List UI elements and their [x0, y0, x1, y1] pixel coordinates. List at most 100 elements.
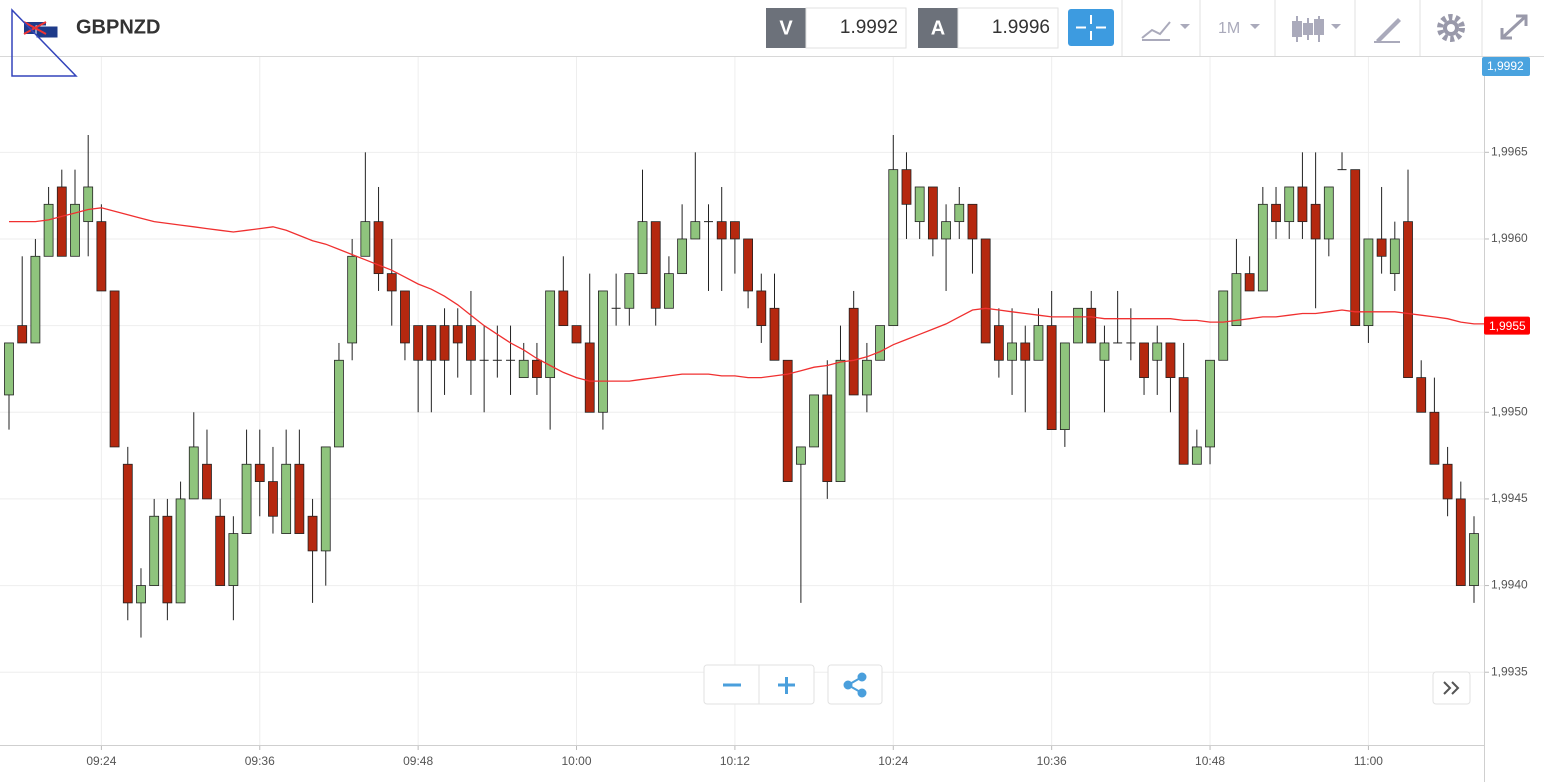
- candle-body: [1178, 377, 1189, 465]
- last-price-label: 1,9992: [1487, 59, 1524, 73]
- candle-body: [413, 325, 424, 361]
- drawing-triangle[interactable]: [11, 8, 78, 77]
- candle-body: [347, 255, 358, 344]
- candle-body: [1271, 203, 1281, 223]
- candle-body: [175, 498, 186, 604]
- candle-body: [650, 221, 661, 309]
- candle-body: [822, 394, 833, 482]
- x-tick-label: 09:48: [403, 754, 433, 768]
- bid-badge[interactable]: [766, 8, 806, 48]
- candle-body: [254, 463, 265, 482]
- candle-body: [677, 238, 688, 275]
- candle-body: [1442, 463, 1453, 500]
- timeframe[interactable]: 1M: [1218, 20, 1240, 37]
- candle-body: [1139, 342, 1149, 379]
- plot-area: 1,9935 1,9940 1,9945 1,9950 1,9955 1,9960 1,99…: [0, 57, 1530, 782]
- candle-body: [835, 359, 846, 482]
- candle-body: [268, 481, 278, 517]
- candle-body: [848, 307, 859, 396]
- candle-body: [136, 585, 146, 604]
- x-tick-label: 10:12: [720, 754, 750, 768]
- symbol: GBPNZD: [76, 16, 160, 38]
- chart-type-button[interactable]: [1292, 16, 1341, 42]
- candle-body: [967, 203, 978, 240]
- candle-body: [452, 325, 463, 344]
- y-tick-label: 1,9945: [1491, 491, 1528, 505]
- candle-body: [888, 169, 899, 327]
- candle-body: [1323, 186, 1334, 240]
- candle-body: [901, 169, 912, 205]
- candle-body: [545, 290, 556, 379]
- candle-body: [149, 515, 160, 586]
- bid-box: [805, 7, 907, 49]
- candle-body: [1429, 411, 1440, 465]
- candle-body: [466, 325, 476, 361]
- candle-body: [281, 463, 292, 534]
- candle-body: [1191, 446, 1202, 465]
- candle-body: [1205, 359, 1215, 448]
- candle-body: [993, 325, 1004, 361]
- ask-badge[interactable]: [918, 8, 958, 48]
- candle-body: [743, 238, 753, 292]
- candle-body: [202, 463, 212, 500]
- candle-body: [558, 290, 569, 327]
- candle-body: [400, 290, 410, 344]
- x-tick-label: 09:36: [245, 754, 275, 768]
- flag-icon: [23, 21, 59, 39]
- candle-body: [334, 359, 344, 448]
- candle-body: [1297, 186, 1308, 223]
- candle-body: [1284, 186, 1295, 223]
- y-tick-label: 1,9965: [1491, 144, 1528, 158]
- candle-body: [1389, 238, 1400, 275]
- x-tick-label: 09:24: [86, 754, 116, 768]
- candle-body: [1310, 203, 1321, 240]
- candle-body: [980, 238, 991, 344]
- x-tick-label: 10:48: [1195, 754, 1225, 768]
- candle-body: [809, 394, 819, 448]
- settings-button[interactable]: [1437, 14, 1465, 42]
- candle-body: [1033, 325, 1044, 361]
- candle-body: [1231, 273, 1242, 327]
- candle-body: [795, 446, 806, 465]
- fullscreen-button[interactable]: [1500, 14, 1528, 40]
- candle-body: [241, 463, 252, 534]
- candle-body: [1073, 307, 1083, 344]
- candle-body: [1059, 342, 1070, 430]
- ma-price-label: 1,9955: [1489, 319, 1526, 333]
- candle-body: [426, 325, 437, 361]
- ask-label: A: [931, 17, 945, 39]
- candle-body: [122, 463, 133, 604]
- scroll-end-button[interactable]: [1432, 671, 1471, 705]
- candle-body: [215, 515, 226, 586]
- x-tick-label: 10:00: [562, 754, 592, 768]
- y-tick-label: 1,9940: [1491, 578, 1528, 592]
- bid-price: 1.9992: [840, 17, 898, 38]
- candle-body: [730, 221, 740, 240]
- y-tick-label: 1,9960: [1491, 231, 1528, 245]
- candle-body: [386, 273, 397, 292]
- candle-body: [1086, 307, 1097, 344]
- toolbar-dividers: [1121, 0, 1483, 56]
- bid-label: V: [779, 17, 793, 39]
- candle-body: [518, 359, 529, 379]
- y-tick-label: 1,9950: [1491, 404, 1528, 418]
- indicator-button[interactable]: [1141, 21, 1190, 41]
- candle-body: [769, 307, 780, 361]
- candle-body: [162, 515, 173, 604]
- last-price-tag: [1482, 57, 1530, 76]
- timeframe-caret: [1250, 24, 1260, 29]
- zoom-controls: [703, 664, 883, 705]
- x-tick-label: 11:00: [1354, 754, 1383, 768]
- draw-tool-button[interactable]: [1374, 18, 1401, 43]
- candle-body: [927, 186, 938, 240]
- candle-body: [439, 325, 450, 361]
- candle-body: [70, 203, 80, 257]
- zoom-in[interactable]: [778, 677, 795, 694]
- candle-body: [1020, 342, 1031, 361]
- share-button[interactable]: [843, 672, 867, 698]
- candle-body: [1350, 169, 1361, 327]
- candle-body: [782, 359, 793, 482]
- candle-body: [307, 515, 318, 552]
- crosshair-button[interactable]: [1068, 9, 1114, 46]
